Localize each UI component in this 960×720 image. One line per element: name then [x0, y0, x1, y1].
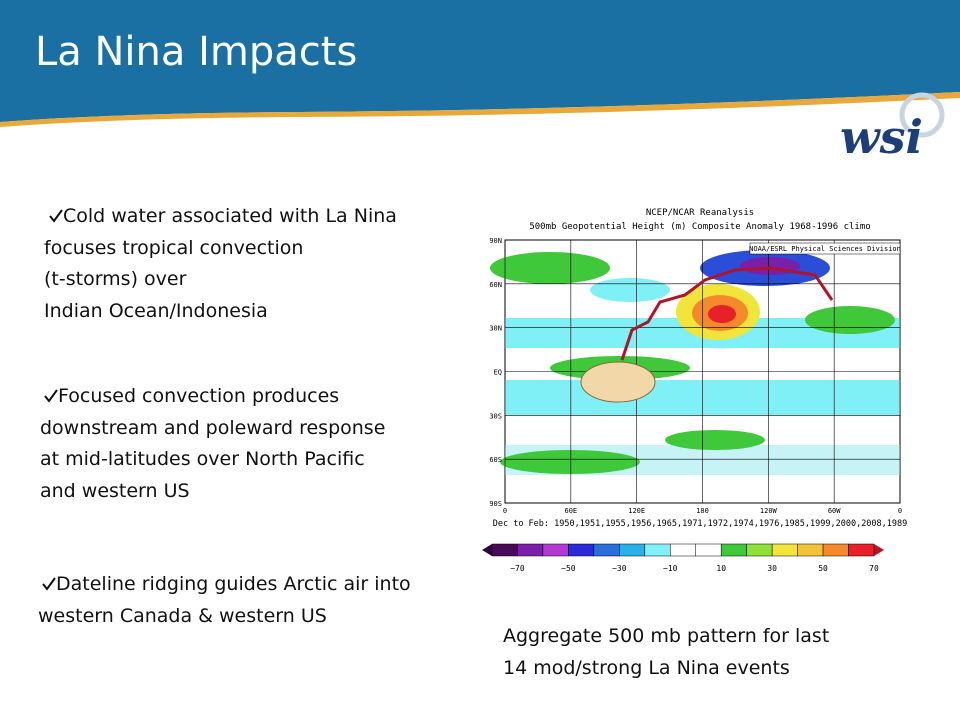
colorbar-cell: [593, 543, 620, 557]
colorbar-cell: [797, 543, 824, 557]
map-subtitle: 500mb Geopotential Height (m) Composite …: [529, 222, 870, 232]
bullet-line: (t-storms) over: [44, 268, 187, 290]
colorbar-cell: [848, 543, 875, 557]
wave-arrow: [620, 266, 834, 361]
colorbar-label: 50: [818, 564, 828, 573]
bullet-line: Cold water associated with La Nina: [63, 205, 397, 227]
colorbar-cell: [720, 543, 747, 557]
lat-label: 30N: [489, 325, 502, 333]
bullet-line: western Canada & western US: [38, 604, 327, 627]
colorbar-cell: [644, 543, 671, 557]
map-footnote: Dec to Feb: 1950,1951,1955,1956,1965,197…: [493, 519, 908, 529]
map-grid: 0 60E 120E 180 120W 60W 0 90N 60N 30N EQ 30S 60S 90S: [489, 237, 902, 515]
colorbar-cell: [619, 543, 646, 557]
colorbar-cell: [568, 543, 595, 557]
lon-label: 60E: [565, 507, 578, 515]
colorbar-label: −30: [612, 564, 627, 573]
bullet-line: and western US: [40, 479, 190, 502]
logo: wsi: [840, 92, 945, 164]
colorbar-cell: [670, 543, 696, 557]
caption-line: 14 mod/strong La Nina events: [503, 657, 790, 679]
lat-label: 30S: [489, 412, 502, 420]
colorbar-tip: [482, 544, 492, 556]
colorbar-label: 10: [716, 564, 726, 573]
header-stripe: [0, 92, 960, 127]
check-icon: [42, 577, 56, 591]
wave-train: [620, 266, 834, 361]
anomaly-blob: [590, 278, 670, 302]
bullet-line: downstream and poleward response: [40, 416, 386, 439]
colorbar-cell: [517, 543, 544, 557]
colorbar-cell: [491, 543, 518, 557]
header-fill: [0, 0, 960, 122]
colorbar-cell: [695, 543, 722, 557]
lon-label: 180: [696, 507, 709, 515]
anomaly-blob: [805, 306, 895, 334]
header-band: La Nina Impacts: [0, 0, 960, 127]
anomaly-blob: [490, 252, 610, 284]
colorbar-label: −10: [663, 564, 678, 573]
check-stroke: [49, 209, 63, 223]
bullet-line: Indian Ocean/Indonesia: [44, 299, 268, 322]
bullet: Cold water associated with La Nina focuse…: [44, 201, 397, 327]
lon-label: 120E: [628, 507, 645, 515]
colorbar-label: −50: [561, 564, 576, 573]
check-icon: [44, 389, 58, 403]
bullet: Focused convection produces downstream an…: [40, 381, 385, 507]
bullet-line: focuses tropical convection: [44, 236, 304, 259]
lat-label: 60N: [489, 281, 502, 289]
colorbar-cell: [771, 543, 798, 557]
map-figure: NCEP/NCAR Reanalysis 500mb Geopotential …: [482, 208, 908, 573]
map-credit: NOAA/ESRL Physical Sciences Division: [749, 245, 901, 253]
anomaly-blob: [500, 450, 640, 474]
lat-label: 90N: [489, 237, 502, 245]
bullet-line: Dateline ridging guides Arctic air into: [56, 573, 411, 595]
lon-label: 0: [503, 507, 507, 515]
lat-label: EQ: [494, 369, 502, 377]
map-title: NCEP/NCAR Reanalysis: [646, 208, 754, 218]
bullet-line: at mid-latitudes over North Pacific: [40, 448, 365, 470]
lat-label: 90S: [489, 500, 502, 508]
bullet: Dateline ridging guides Arctic air into w…: [38, 569, 411, 632]
colorbar-label: 30: [767, 564, 777, 573]
caption-line: Aggregate 500 mb pattern for last: [503, 625, 830, 647]
colorbar-tip: [874, 544, 884, 556]
map-plot: 0 60E 120E 180 120W 60W 090N60N30NEQ30S60S90S …: [489, 237, 902, 515]
colorbar-label: −70: [510, 564, 525, 573]
check-stroke: [42, 577, 56, 591]
caption: Aggregate 500 mb pattern for last 14 mod/…: [503, 620, 829, 684]
credit-box: [749, 242, 901, 255]
logo-text: wsi: [840, 110, 923, 164]
colorbar-cell: [542, 543, 569, 557]
logo-swirl: [899, 92, 945, 138]
bullet-line: Focused convection produces: [58, 385, 340, 407]
lon-label: 120W: [760, 507, 778, 515]
anomaly-blob: [665, 430, 765, 450]
slide-title: La Nina Impacts: [35, 29, 357, 75]
colorbar-label: 70: [869, 564, 879, 573]
check-stroke: [44, 389, 58, 403]
lon-label: 0: [898, 507, 902, 515]
colorbar-cell: [746, 543, 773, 557]
convection-area: [580, 361, 656, 403]
lon-label: 60W: [828, 507, 841, 515]
colorbar: −70 −50 −30 −10 10 30 50 70: [482, 543, 884, 573]
check-icon: [49, 209, 63, 223]
anomaly-blob: [708, 305, 736, 323]
lat-label: 60S: [489, 456, 502, 464]
colorbar-cell: [822, 543, 849, 557]
